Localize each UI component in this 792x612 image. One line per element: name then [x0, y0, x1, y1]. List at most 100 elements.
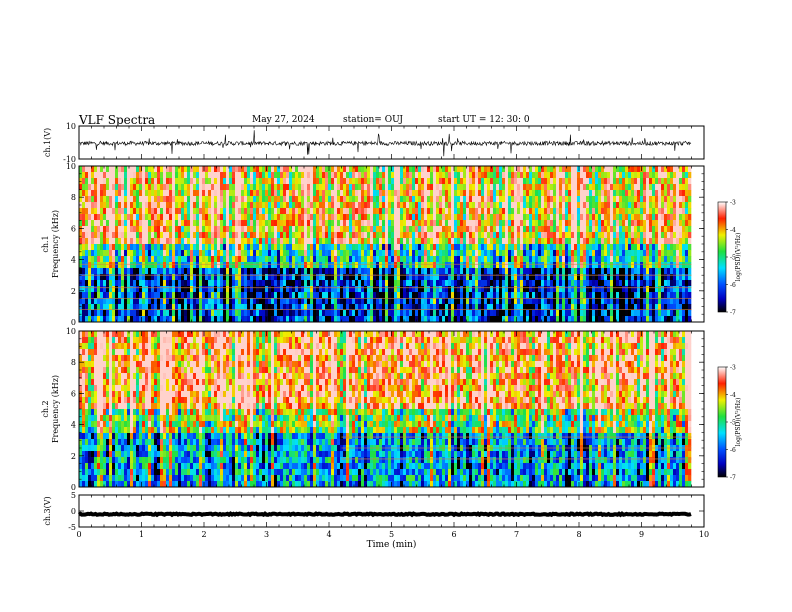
spectrogram-cell [418, 226, 422, 233]
spectrogram-cell [292, 298, 296, 305]
spectrogram-cell [475, 226, 479, 233]
spectrogram-cell [439, 298, 443, 305]
spectrogram-cell [325, 298, 329, 305]
spectrogram-cell [604, 190, 608, 197]
spectrogram-cell [523, 232, 527, 239]
spectrogram-cell [139, 292, 143, 299]
spectrogram-cell [283, 274, 287, 281]
spectrogram-cell [205, 262, 209, 269]
spectrogram-cell [322, 178, 326, 185]
spectrogram-cell [217, 190, 221, 197]
spectrogram-cell [280, 238, 284, 245]
spectrogram-cell [493, 316, 497, 323]
spectrogram-cell [637, 256, 641, 263]
spectrogram-cell [253, 214, 257, 221]
spectrogram-cell [223, 268, 227, 275]
spectrogram-cell [253, 310, 257, 317]
spectrogram-cell [430, 178, 434, 185]
spectrogram-cell [574, 178, 578, 185]
spectrogram-cell [280, 316, 284, 323]
spectrogram-cell [484, 226, 488, 233]
spectrogram-cell [157, 232, 161, 239]
spectrogram-cell [490, 262, 494, 269]
spectrogram-cell [652, 286, 656, 293]
spectrogram-cell [265, 184, 269, 191]
spectrogram-cell [313, 268, 317, 275]
spectrogram-cell [247, 304, 251, 311]
spectrogram-cell [157, 172, 161, 179]
spectrogram-cell [91, 316, 95, 323]
spectrogram-cell [505, 310, 509, 317]
spectrogram-cell [148, 226, 152, 233]
spectrogram-cell [166, 172, 170, 179]
spectrogram-cell [568, 316, 572, 323]
spectrogram-cell [364, 262, 368, 269]
spectrogram-cell [283, 172, 287, 179]
spectrogram-cell [361, 214, 365, 221]
spectrogram-cell [643, 178, 647, 185]
spectrogram-cell [109, 250, 113, 257]
spectrogram-cell [652, 196, 656, 203]
spectrogram-cell [265, 286, 269, 293]
spectrogram-cell [640, 172, 644, 179]
spectrogram-cell [274, 262, 278, 269]
spectrogram-cell [349, 220, 353, 227]
spectrogram-cell [229, 214, 233, 221]
spectrogram-cell [301, 166, 305, 173]
spectrogram-cell [532, 238, 536, 245]
spectrogram-cell [127, 316, 131, 323]
spectrogram-cell [622, 178, 626, 185]
spectrogram-cell [574, 280, 578, 287]
spectrogram-cell [580, 262, 584, 269]
spectrogram-cell [157, 280, 161, 287]
spectrogram-cell [526, 226, 530, 233]
spectrogram-cell [631, 232, 635, 239]
spectrogram-cell [598, 220, 602, 227]
spectrogram-cell [460, 286, 464, 293]
spectrogram-cell [115, 220, 119, 227]
spectrogram-cell [574, 256, 578, 263]
spectrogram-cell [325, 190, 329, 197]
spectrogram-cell [616, 274, 620, 281]
spectrogram-cell [466, 184, 470, 191]
spectrogram-cell [385, 226, 389, 233]
spectrogram-cell [79, 256, 83, 263]
spectrogram-cell [337, 310, 341, 317]
spectrogram-cell [304, 214, 308, 221]
spectrogram-cell [565, 244, 569, 251]
spectrogram-cell [484, 262, 488, 269]
spectrogram-cell [124, 172, 128, 179]
spectrogram-cell [307, 214, 311, 221]
spectrogram-cell [358, 190, 362, 197]
spectrogram-cell [205, 190, 209, 197]
spectrogram-cell [619, 262, 623, 269]
spectrogram-cell [541, 250, 545, 257]
spectrogram-cell [223, 292, 227, 299]
spectrogram-cell [496, 166, 500, 173]
spectrogram-cell [187, 190, 191, 197]
spectrogram-cell [532, 208, 536, 215]
spectrogram-cell [190, 298, 194, 305]
spectrogram-cell [349, 172, 353, 179]
spectrogram-cell [583, 190, 587, 197]
spectrogram-cell [550, 178, 554, 185]
spectrogram-cell [601, 250, 605, 257]
spectrogram-cell [646, 184, 650, 191]
spectrogram-cell [367, 244, 371, 251]
spectrogram-cell [151, 208, 155, 215]
spectrogram-cell [91, 238, 95, 245]
spectrogram-cell [481, 274, 485, 281]
spectrogram-cell [361, 268, 365, 275]
spectrogram-cell [379, 184, 383, 191]
spectrogram-cell [370, 250, 374, 257]
spectrogram-cell [244, 232, 248, 239]
spectrogram-cell [412, 286, 416, 293]
spectrogram-cell [187, 196, 191, 203]
spectrogram-cell [508, 250, 512, 257]
spectrogram-cell [127, 298, 131, 305]
spectrogram-cell [238, 214, 242, 221]
spectrogram-cell [241, 202, 245, 209]
spectrogram-cell [193, 244, 197, 251]
spectrogram-cell [649, 262, 653, 269]
